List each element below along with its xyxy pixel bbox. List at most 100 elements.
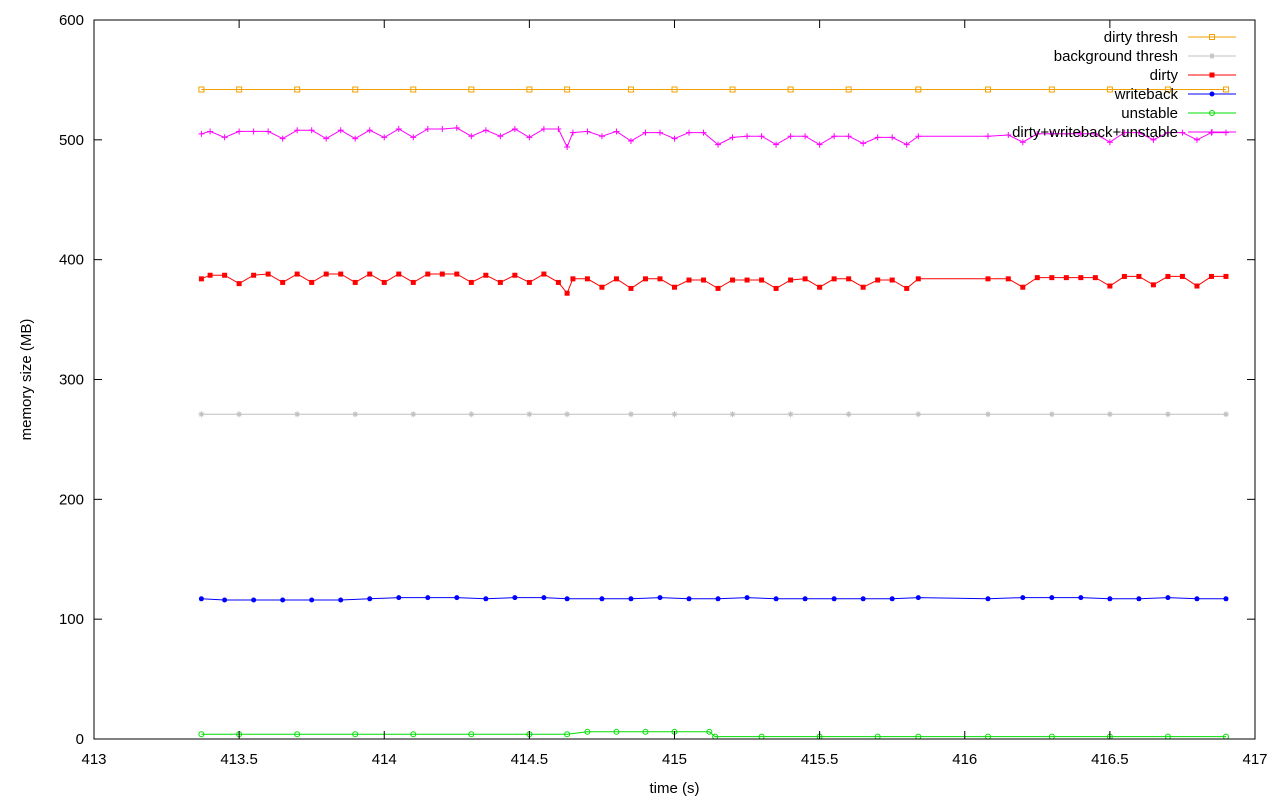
data-point bbox=[395, 126, 402, 133]
legend-label: dirty bbox=[1150, 67, 1179, 84]
data-point bbox=[1034, 275, 1040, 281]
data-point bbox=[903, 141, 910, 148]
data-point bbox=[439, 271, 445, 277]
data-point bbox=[1049, 275, 1055, 281]
data-point bbox=[1048, 130, 1055, 137]
data-point bbox=[1078, 275, 1084, 281]
x-tick-label: 414 bbox=[372, 751, 397, 768]
data-point bbox=[308, 127, 315, 134]
x-tick-label: 413.5 bbox=[220, 751, 258, 768]
series-background-thresh bbox=[198, 411, 1229, 418]
data-point bbox=[251, 272, 257, 278]
legend-entry: background thresh bbox=[1054, 48, 1236, 65]
data-point bbox=[1020, 595, 1026, 601]
data-point bbox=[642, 276, 648, 282]
data-point bbox=[221, 134, 228, 141]
data-point bbox=[483, 272, 489, 278]
data-point bbox=[744, 277, 750, 283]
data-point bbox=[1121, 273, 1127, 279]
data-point bbox=[337, 127, 344, 134]
data-point bbox=[787, 411, 794, 418]
data-point bbox=[787, 133, 794, 140]
data-point bbox=[294, 411, 301, 418]
data-point bbox=[468, 86, 475, 93]
x-tick-label: 416.5 bbox=[1091, 751, 1129, 768]
data-point bbox=[367, 596, 373, 602]
data-point bbox=[984, 133, 991, 140]
y-tick-label: 600 bbox=[59, 12, 84, 29]
data-point bbox=[564, 290, 570, 296]
data-point bbox=[686, 129, 693, 136]
data-point bbox=[1005, 276, 1011, 282]
data-point bbox=[352, 86, 359, 93]
data-point bbox=[1150, 282, 1156, 288]
data-point bbox=[424, 126, 431, 133]
data-point bbox=[439, 126, 446, 133]
data-point bbox=[1063, 130, 1070, 137]
data-point bbox=[1165, 273, 1171, 279]
legend-marker bbox=[1209, 91, 1215, 97]
data-point bbox=[425, 595, 431, 601]
legend-entry: writeback bbox=[1114, 86, 1236, 103]
data-point bbox=[706, 728, 713, 735]
data-point bbox=[584, 276, 590, 282]
data-point bbox=[1005, 132, 1012, 139]
data-point bbox=[367, 271, 373, 277]
data-point bbox=[564, 86, 571, 93]
data-point bbox=[817, 284, 823, 290]
y-tick-label: 0 bbox=[76, 731, 84, 748]
y-tick-label: 100 bbox=[59, 611, 84, 628]
data-point bbox=[730, 277, 736, 283]
data-point bbox=[802, 133, 809, 140]
data-point bbox=[279, 135, 286, 142]
data-point bbox=[671, 411, 678, 418]
data-point bbox=[1106, 411, 1113, 418]
data-point bbox=[512, 272, 518, 278]
legend-entry: unstable bbox=[1121, 105, 1236, 122]
legend-marker bbox=[1209, 53, 1215, 59]
data-point bbox=[454, 595, 460, 601]
data-point bbox=[599, 284, 605, 290]
data-point bbox=[715, 141, 722, 148]
data-point bbox=[1222, 411, 1229, 418]
data-point bbox=[613, 728, 620, 735]
data-point bbox=[671, 135, 678, 142]
data-point bbox=[628, 285, 634, 291]
data-point bbox=[265, 271, 271, 277]
data-point bbox=[1179, 129, 1186, 136]
data-point bbox=[915, 276, 921, 282]
data-point bbox=[628, 596, 634, 602]
data-point bbox=[468, 279, 474, 285]
data-point bbox=[915, 133, 922, 140]
data-point bbox=[453, 124, 460, 131]
x-tick-label: 413 bbox=[81, 751, 106, 768]
data-point bbox=[1223, 273, 1229, 279]
data-point bbox=[744, 595, 750, 601]
data-point bbox=[613, 128, 620, 135]
data-point bbox=[773, 141, 780, 148]
data-point bbox=[773, 285, 779, 291]
legend-label: writeback bbox=[1114, 86, 1179, 103]
data-point bbox=[541, 271, 547, 277]
data-point bbox=[1135, 129, 1142, 136]
data-point bbox=[352, 135, 359, 142]
data-point bbox=[1165, 595, 1171, 601]
data-point bbox=[540, 126, 547, 133]
data-point bbox=[701, 277, 707, 283]
data-point bbox=[564, 731, 571, 738]
series-layer bbox=[198, 86, 1229, 740]
data-point bbox=[831, 596, 837, 602]
data-point bbox=[1164, 86, 1171, 93]
data-point bbox=[410, 411, 417, 418]
legend: dirty thresh background thresh dirty writeb… bbox=[1012, 29, 1236, 141]
data-point bbox=[410, 86, 417, 93]
data-point bbox=[222, 597, 228, 603]
data-point bbox=[657, 595, 663, 601]
y-axis-label: memory size (MB) bbox=[18, 319, 35, 441]
y-tick-label: 300 bbox=[59, 372, 84, 389]
data-point bbox=[715, 285, 721, 291]
data-point bbox=[207, 128, 214, 135]
data-point bbox=[425, 271, 431, 277]
data-point bbox=[672, 284, 677, 290]
